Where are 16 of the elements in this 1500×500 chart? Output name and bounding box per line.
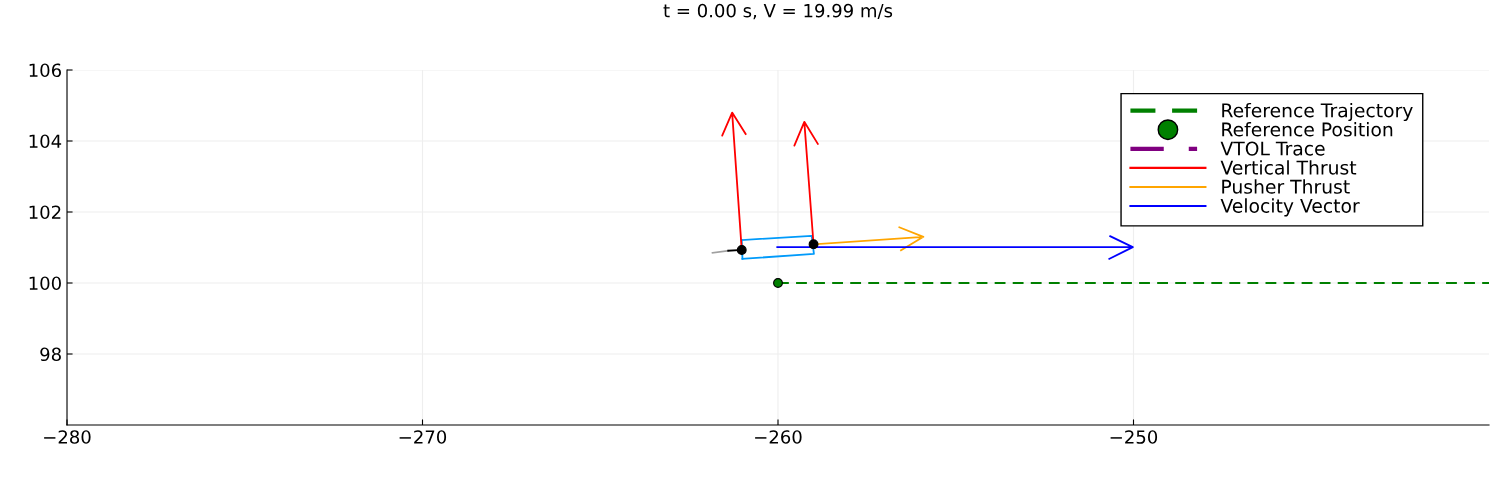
y-tick-label: 98 <box>40 347 61 362</box>
legend-label: Vertical Thrust <box>1220 160 1357 175</box>
y-tick-label: 106 <box>29 63 61 78</box>
x-tick-label: −260 <box>755 430 802 444</box>
legend-label: VTOL Trace <box>1220 141 1325 156</box>
y-tick-label: 104 <box>29 134 62 149</box>
legend-label: Velocity Vector <box>1220 198 1360 217</box>
x-tick-label: −270 <box>399 430 447 444</box>
x-tick-label: −250 <box>1110 430 1158 444</box>
y-tick-label: 102 <box>29 205 61 220</box>
legend-label: Pusher Thrust <box>1222 179 1350 194</box>
y-tick-label: 100 <box>29 276 61 291</box>
legend-label: Reference Position <box>1222 122 1393 137</box>
x-tick-label: −280 <box>44 430 91 444</box>
chart-title: t = 0.00 s, V = 19.99 m/s <box>663 3 893 20</box>
legend-label: Reference Trajectory <box>1222 102 1413 122</box>
